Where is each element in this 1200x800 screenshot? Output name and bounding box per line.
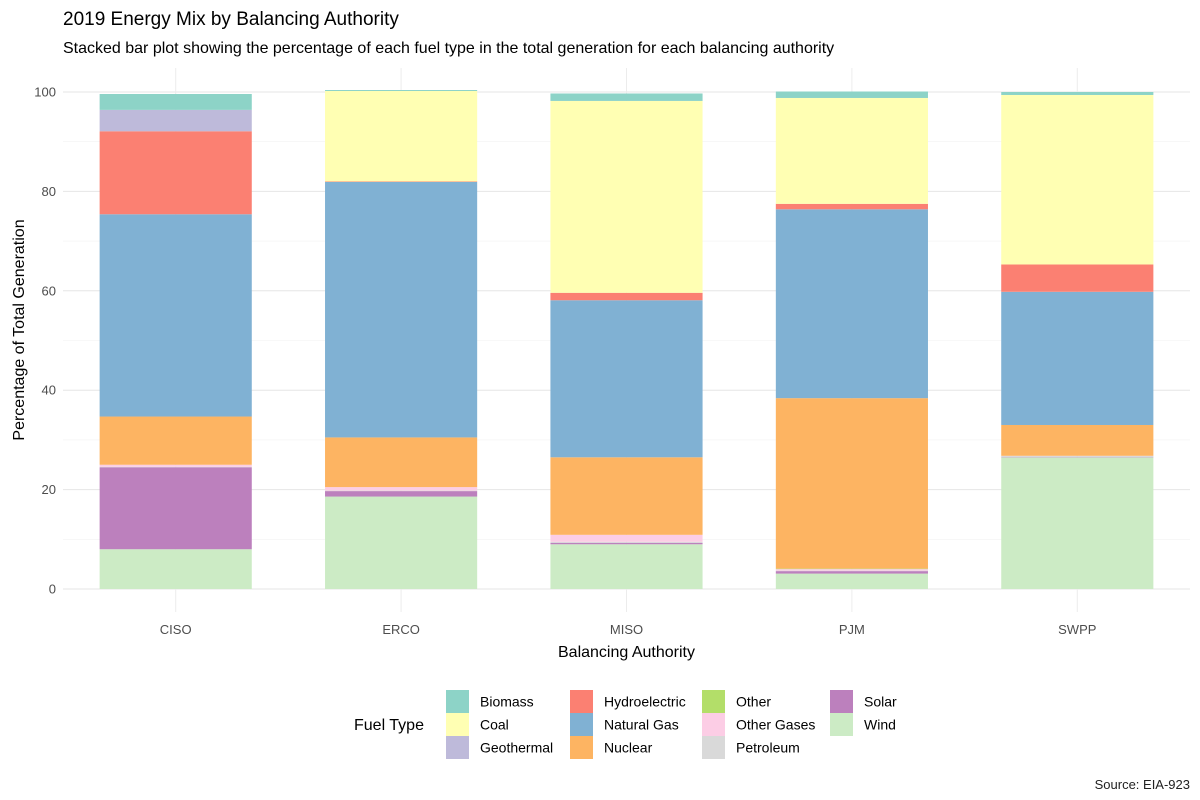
bar-segment-swpp-biomass bbox=[1001, 92, 1154, 95]
y-tick-label: 60 bbox=[42, 283, 56, 298]
bar-stack-pjm bbox=[775, 91, 928, 589]
bar-segment-pjm-natural-gas bbox=[775, 209, 928, 399]
legend-item-wind: Wind bbox=[830, 713, 896, 736]
legend-label: Petroleum bbox=[736, 740, 800, 756]
bar-stack-swpp bbox=[1001, 92, 1154, 589]
legend-label: Other Gases bbox=[736, 717, 815, 733]
bar-segment-ciso-hydroelectric bbox=[99, 131, 252, 215]
bar-stack-ciso bbox=[99, 93, 252, 589]
bar-segment-erco-natural-gas bbox=[325, 181, 478, 438]
legend-swatch bbox=[830, 713, 853, 736]
chart-subtitle: Stacked bar plot showing the percentage … bbox=[63, 40, 835, 57]
y-tick-label: 20 bbox=[42, 482, 56, 497]
bar-segment-erco-wind bbox=[325, 496, 478, 589]
bar-segment-miso-petroleum bbox=[550, 541, 703, 543]
y-axis-title: Percentage of Total Generation bbox=[11, 219, 28, 440]
y-tick-label: 0 bbox=[49, 582, 56, 597]
x-tick-label: SWPP bbox=[1058, 622, 1096, 637]
x-tick-label: PJM bbox=[839, 622, 865, 637]
bar-segment-miso-biomass bbox=[550, 93, 703, 101]
legend-swatch bbox=[570, 736, 593, 759]
legend-label: Other bbox=[736, 694, 771, 710]
legend-item-solar: Solar bbox=[830, 690, 897, 713]
bar-segment-erco-biomass bbox=[325, 90, 478, 92]
legend-swatch bbox=[702, 690, 725, 713]
x-tick-label: ERCO bbox=[382, 622, 420, 637]
x-tick-label: MISO bbox=[610, 622, 643, 637]
bar-segment-ciso-wind bbox=[99, 549, 252, 589]
legend-swatch bbox=[446, 736, 469, 759]
bar-segment-ciso-geothermal bbox=[99, 109, 252, 132]
bar-segment-ciso-other-gases bbox=[99, 464, 252, 467]
legend-item-hydroelectric: Hydroelectric bbox=[570, 690, 686, 713]
bar-segment-miso-coal bbox=[550, 100, 703, 293]
bar-segment-swpp-coal bbox=[1001, 94, 1154, 265]
legend-item-other-gases: Other Gases bbox=[702, 713, 815, 736]
bar-segment-ciso-solar bbox=[99, 467, 252, 550]
bar-segment-pjm-nuclear bbox=[775, 398, 928, 569]
legend-item-natural-gas: Natural Gas bbox=[570, 713, 679, 736]
chart-title: 2019 Energy Mix by Balancing Authority bbox=[63, 9, 399, 30]
bar-stack-erco bbox=[325, 90, 478, 589]
bar-segment-erco-solar bbox=[325, 491, 478, 497]
bar-segment-pjm-biomass bbox=[775, 91, 928, 98]
legend-label: Nuclear bbox=[604, 740, 653, 756]
bar-segment-erco-other-gases bbox=[325, 487, 478, 491]
bar-segment-pjm-hydroelectric bbox=[775, 203, 928, 210]
legend-item-geothermal: Geothermal bbox=[446, 736, 553, 759]
legend-swatch bbox=[830, 690, 853, 713]
legend-item-other: Other bbox=[702, 690, 771, 713]
chart-caption: Source: EIA-923 bbox=[1094, 777, 1190, 792]
bar-segment-pjm-wind bbox=[775, 573, 928, 589]
y-tick-label: 40 bbox=[42, 383, 56, 398]
legend-label: Coal bbox=[480, 717, 509, 733]
legend-item-petroleum: Petroleum bbox=[702, 736, 800, 759]
x-tick-label: CISO bbox=[160, 622, 192, 637]
legend-swatch bbox=[446, 713, 469, 736]
bar-segment-ciso-natural-gas bbox=[99, 214, 252, 417]
bar-segment-pjm-other-gases bbox=[775, 569, 928, 571]
y-tick-label: 80 bbox=[42, 184, 56, 199]
bar-stack-miso bbox=[550, 93, 703, 589]
legend-label: Solar bbox=[864, 694, 897, 710]
legend-item-biomass: Biomass bbox=[446, 690, 534, 713]
legend-swatch bbox=[446, 690, 469, 713]
bar-segment-ciso-nuclear bbox=[99, 416, 252, 465]
legend-swatch bbox=[570, 713, 593, 736]
legend-swatch bbox=[570, 690, 593, 713]
legend-swatch bbox=[702, 736, 725, 759]
bar-segment-pjm-coal bbox=[775, 97, 928, 204]
legend-title: Fuel Type bbox=[354, 717, 424, 734]
bar-segment-miso-natural-gas bbox=[550, 300, 703, 458]
bar-segment-swpp-hydroelectric bbox=[1001, 264, 1154, 292]
bar-segment-miso-other-gases bbox=[550, 534, 703, 542]
y-tick-label: 100 bbox=[34, 85, 56, 100]
bar-segment-ciso-biomass bbox=[99, 93, 252, 110]
bar-segment-miso-hydroelectric bbox=[550, 292, 703, 301]
x-axis-title: Balancing Authority bbox=[558, 644, 695, 661]
legend-label: Wind bbox=[864, 717, 896, 733]
bar-segment-erco-coal bbox=[325, 91, 478, 182]
legend-item-coal: Coal bbox=[446, 713, 509, 736]
bar-segment-miso-wind bbox=[550, 544, 703, 589]
legend-label: Geothermal bbox=[480, 740, 553, 756]
bar-segment-pjm-solar bbox=[775, 571, 928, 574]
bar-segment-swpp-natural-gas bbox=[1001, 291, 1154, 425]
bar-segment-swpp-wind bbox=[1001, 457, 1154, 589]
bar-segment-swpp-nuclear bbox=[1001, 424, 1154, 456]
bar-segment-erco-nuclear bbox=[325, 437, 478, 488]
legend-label: Natural Gas bbox=[604, 717, 679, 733]
legend: Fuel Type Biomass Coal Geothermal Hydroelect… bbox=[354, 690, 897, 759]
bar-segment-miso-nuclear bbox=[550, 457, 703, 535]
bar-stacks bbox=[99, 90, 1154, 589]
legend-item-nuclear: Nuclear bbox=[570, 736, 653, 759]
legend-label: Biomass bbox=[480, 694, 534, 710]
legend-label: Hydroelectric bbox=[604, 694, 686, 710]
legend-swatch bbox=[702, 713, 725, 736]
bar-segment-swpp-petroleum bbox=[1001, 455, 1154, 457]
bar-segment-miso-solar bbox=[550, 542, 703, 545]
